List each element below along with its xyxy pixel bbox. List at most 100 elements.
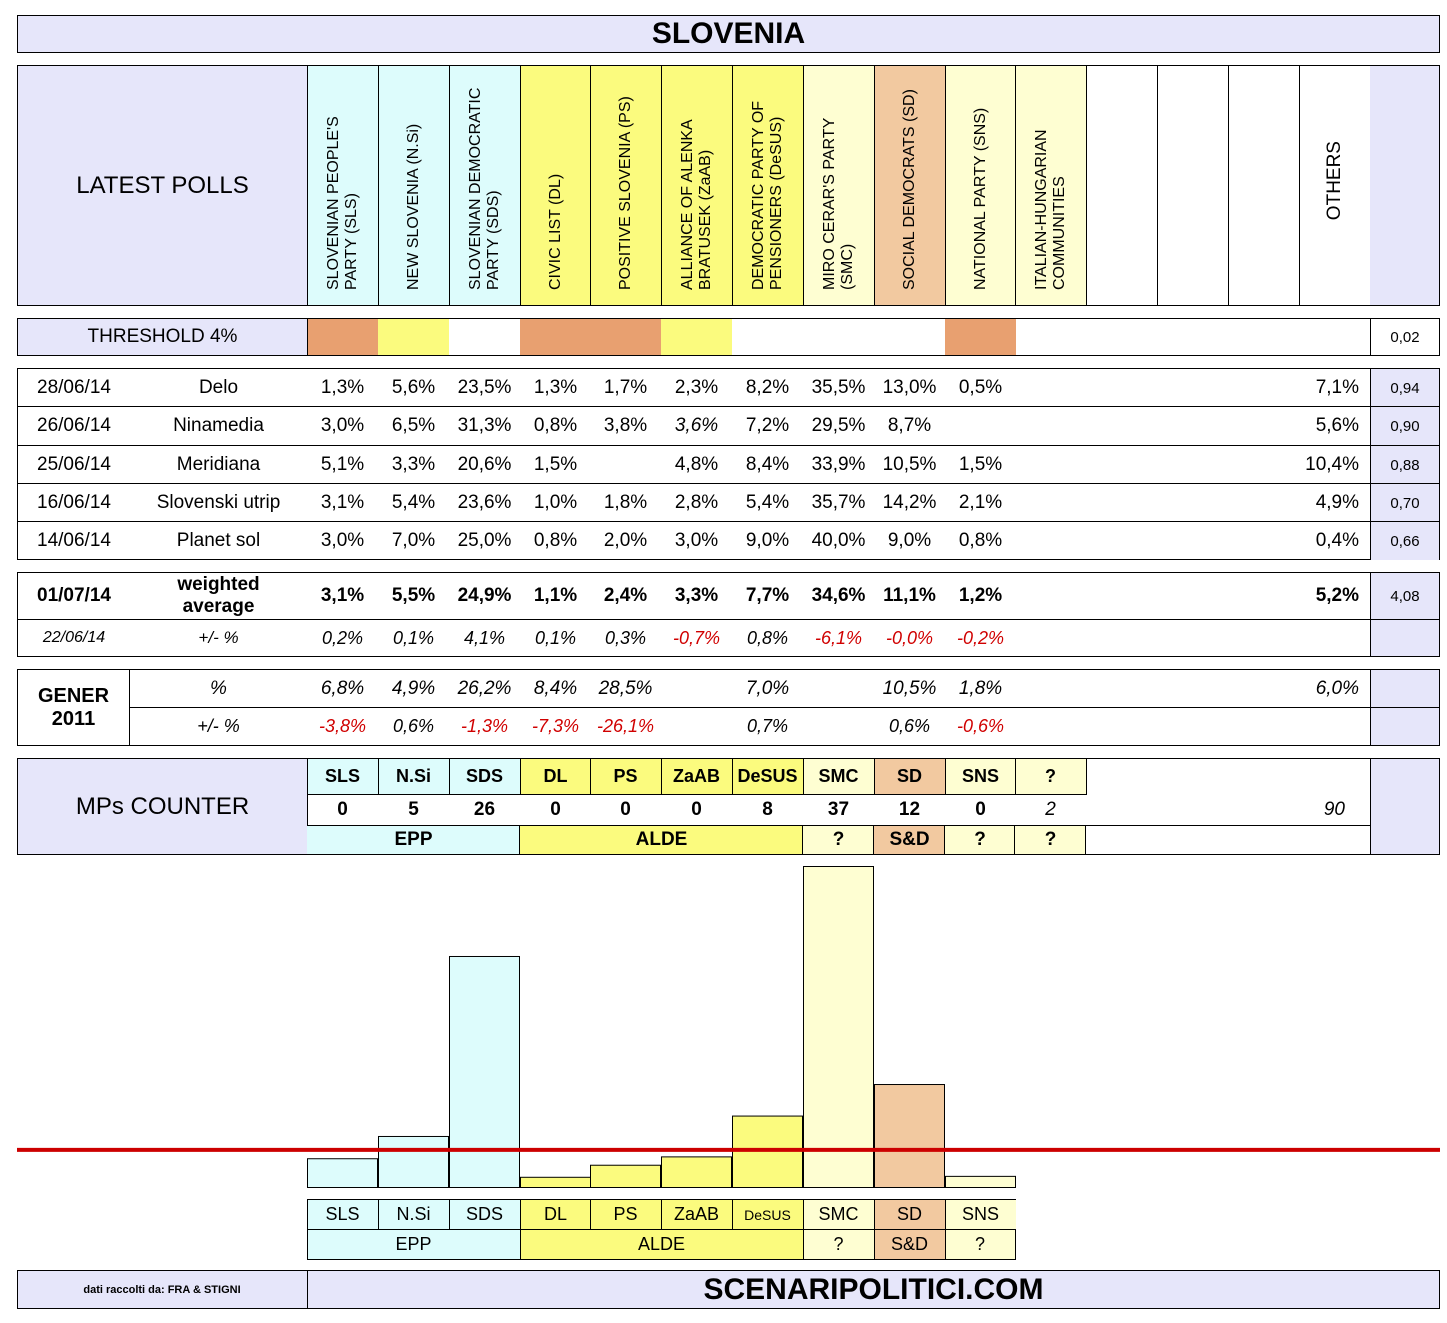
mps-abbr-cell — [1015, 759, 1086, 794]
latest-polls-cell — [18, 66, 307, 305]
poll-value: 25,0% — [457, 530, 512, 551]
header-divider — [1086, 65, 1087, 306]
poll-value: 7,2% — [745, 415, 790, 436]
poll-value: 7,0% — [391, 530, 436, 551]
mps-abbr-cell — [590, 759, 661, 794]
party-header-cell — [378, 66, 449, 305]
party-header-cell — [874, 66, 945, 305]
gener-label-line2: 2011 — [51, 707, 96, 730]
mps-group: ALDE — [635, 829, 688, 850]
poll-value: 1,5% — [958, 454, 1003, 475]
chart-group-label: ? — [974, 1234, 985, 1254]
gener-diff: -3,8% — [318, 716, 367, 736]
mps-abbr: SNS — [961, 766, 999, 786]
poll-value: 31,3% — [457, 415, 512, 436]
chart-group-label: ? — [833, 1234, 844, 1254]
mps-abbr: SMC — [818, 766, 859, 786]
poll-value: 2,3% — [674, 377, 719, 398]
chart-label-cell — [591, 1200, 661, 1229]
poll-value: 1,3% — [320, 377, 365, 398]
bar-N.Si — [378, 1135, 449, 1189]
bar-SLS — [307, 1158, 378, 1188]
mps-abbr-cell — [803, 759, 874, 794]
chart-label-divider — [449, 1199, 450, 1230]
chart-category-label: SMC — [818, 1204, 859, 1224]
header-divider — [590, 65, 591, 306]
party-header-name: DEMOCRATIC PARTY OF PENSIONERS (DeSUS) — [749, 100, 785, 290]
party-header-cell — [1015, 66, 1086, 305]
header-divider — [378, 65, 379, 306]
mps-abbr: PS — [613, 766, 638, 786]
poll-row-divider — [17, 445, 1440, 446]
weights-divider — [1370, 572, 1371, 657]
weighted-diff-weight-cell — [1371, 620, 1439, 656]
chart-label-cell — [308, 1200, 378, 1229]
mps-label-cell — [18, 759, 307, 854]
threshold-divider — [1370, 318, 1371, 356]
bar-ZaAB — [661, 1156, 732, 1189]
mps-abbr: ? — [1045, 766, 1056, 786]
poll-value: 8,4% — [745, 454, 790, 475]
chart-group-label: EPP — [395, 1234, 432, 1254]
poll-weight: 0,90 — [1371, 407, 1439, 445]
poll-value: 23,5% — [457, 377, 512, 398]
poll-value: 3,0% — [320, 530, 365, 551]
poll-value: 5,6% — [391, 377, 436, 398]
mps-divider — [307, 794, 1086, 795]
poll-value: 9,0% — [887, 530, 932, 551]
chart-group-divider — [945, 1229, 946, 1260]
threshold-cell — [661, 319, 732, 355]
poll-value: 13,0% — [882, 377, 937, 398]
footer-frame — [17, 1270, 1440, 1309]
weighted-value: 1,2% — [958, 585, 1003, 606]
poll-value: 10,5% — [882, 454, 937, 475]
mps-col-divider — [1015, 758, 1016, 795]
mps-col-divider — [520, 758, 521, 795]
party-header-name: NEW SLOVENIA (N.Si) — [404, 123, 422, 290]
mps-abbr-cell — [307, 759, 378, 794]
footer-credit: dati raccolti da: FRA & STIGNI — [83, 1283, 241, 1296]
header-divider — [803, 65, 804, 306]
weighted-value: 5,5% — [391, 585, 436, 606]
mps-col-divider — [449, 758, 450, 795]
poll-value: 20,6% — [457, 454, 512, 475]
chart-label-divider — [520, 1199, 521, 1230]
poll-value: 0,8% — [958, 530, 1003, 551]
chart-label-cell — [733, 1200, 803, 1229]
mps-divider — [307, 825, 1370, 826]
mps-abbr: DL — [543, 766, 568, 786]
mps-frame — [17, 758, 1440, 855]
gener-diff — [661, 708, 732, 745]
poll-value: 0,5% — [958, 377, 1003, 398]
weighted-diff: 0,1% — [534, 627, 577, 648]
header-divider — [874, 65, 875, 306]
weights-divider — [1370, 368, 1371, 560]
mps-group-cell — [945, 826, 1015, 854]
weighted-value: 11,1% — [883, 585, 936, 606]
mps-total: 90 — [1323, 799, 1345, 820]
poll-value: 6,5% — [391, 415, 436, 436]
bar-DL — [520, 1176, 591, 1189]
weighted-value: 2,4% — [603, 585, 648, 606]
party-header-name: ALLIANCE OF ALENKA BRATUSEK (ZaAB) — [678, 120, 714, 290]
poll-date: 25/06/14 — [37, 454, 111, 475]
chart-label-cell — [379, 1200, 449, 1229]
gener-value: 8,4% — [533, 677, 578, 699]
poll-value — [590, 446, 661, 484]
mps-abbr-cell — [874, 759, 945, 794]
weighted-diff: 0,8% — [746, 627, 789, 648]
header-divider — [661, 65, 662, 306]
page-title: SLOVENIA — [651, 17, 806, 50]
mps-group: S&D — [889, 829, 930, 850]
gener-value — [661, 670, 732, 707]
footer-site[interactable]: SCENARIPOLITICI.COM — [703, 1272, 1044, 1306]
gener-diff: -1,3% — [460, 716, 509, 736]
chart-group-cell — [875, 1230, 945, 1259]
weighted-value: 24,9% — [457, 585, 512, 606]
weighted-diff: 0,3% — [604, 627, 647, 648]
chart-category-label: SLS — [325, 1204, 360, 1224]
threshold-cell — [378, 319, 449, 355]
weighted-label-line2: average — [182, 596, 255, 617]
poll-value: 1,3% — [533, 377, 578, 398]
mps-seats: 0 — [975, 799, 986, 820]
